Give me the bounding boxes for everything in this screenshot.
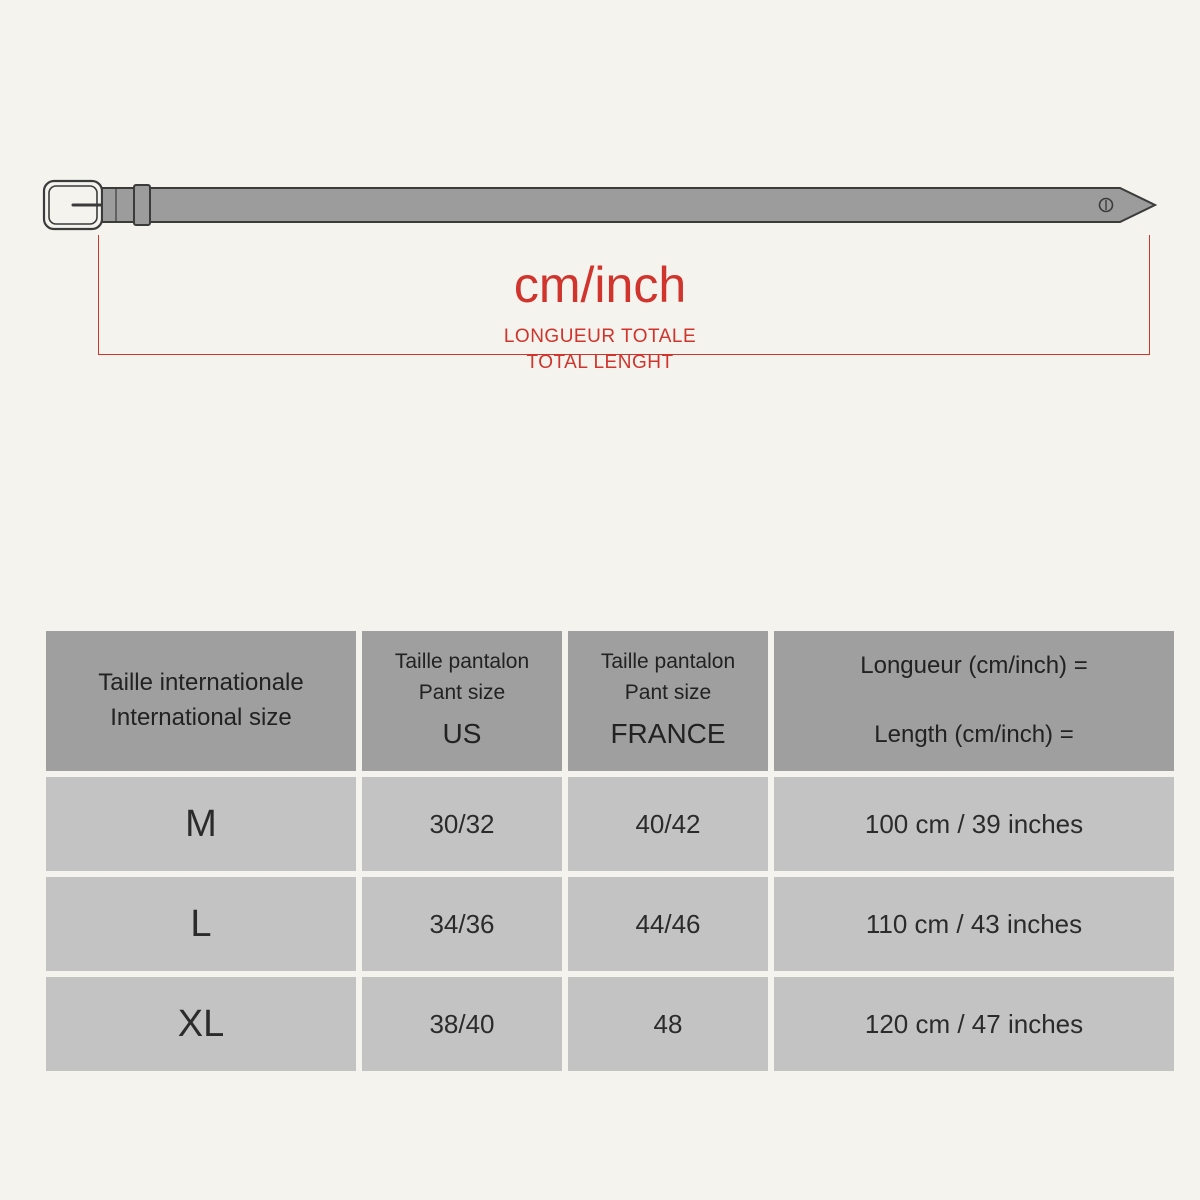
cell-len: 110 cm / 43 inches [774,877,1174,971]
cell-fr: 48 [568,977,768,1071]
col-header-big: US [366,714,558,755]
cell-us: 38/40 [362,977,562,1071]
table-row: M 30/32 40/42 100 cm / 39 inches [46,777,1174,871]
size-table: Taille internationale International size… [40,625,1180,1077]
belt-svg [40,175,1160,235]
col-header-line: Taille internationale [98,669,303,696]
col-header-line: Pant size [572,678,764,708]
sub-label-en: TOTAL LENGHT [0,350,1200,376]
cell-us: 30/32 [362,777,562,871]
col-header-us: Taille pantalon Pant size US [362,631,562,771]
cell-fr: 40/42 [568,777,768,871]
cell-us: 34/36 [362,877,562,971]
cell-len: 120 cm / 47 inches [774,977,1174,1071]
sub-label-fr: LONGUEUR TOTALE [0,324,1200,350]
col-header-big: FRANCE [572,714,764,755]
cell-size: M [46,777,356,871]
col-header-line: Taille pantalon [366,647,558,677]
measure-bracket [98,235,1150,355]
measure-label: cm/inch LONGUEUR TOTALE TOTAL LENGHT [0,260,1200,375]
col-header-intl: Taille internationale International size [46,631,356,771]
cell-fr: 44/46 [568,877,768,971]
col-header-line: International size [110,704,291,731]
col-header-line: Length (cm/inch) = [874,721,1073,748]
unit-label: cm/inch [0,260,1200,310]
belt-diagram [40,175,1160,235]
col-header-len: Longueur (cm/inch) = Length (cm/inch) = [774,631,1174,771]
col-header-line: Longueur (cm/inch) = [860,652,1087,679]
table-row: XL 38/40 48 120 cm / 47 inches [46,977,1174,1071]
cell-len: 100 cm / 39 inches [774,777,1174,871]
col-header-line: Taille pantalon [572,647,764,677]
table-row: L 34/36 44/46 110 cm / 43 inches [46,877,1174,971]
table-header-row: Taille internationale International size… [46,631,1174,771]
cell-size: XL [46,977,356,1071]
cell-size: L [46,877,356,971]
col-header-fr: Taille pantalon Pant size FRANCE [568,631,768,771]
col-header-line: Pant size [366,678,558,708]
